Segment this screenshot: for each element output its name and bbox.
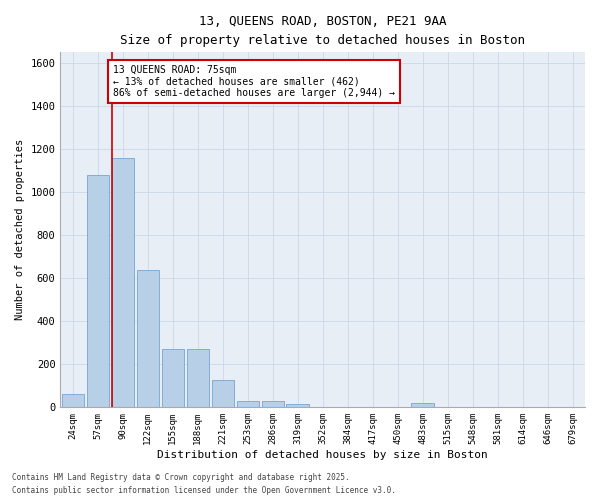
Bar (112, 158, 134, 408)
Text: Contains HM Land Registry data © Crown copyright and database right 2025.
Contai: Contains HM Land Registry data © Crown c… (12, 474, 396, 495)
Bar (86, 175, 109, 408)
Bar (187, 349, 209, 408)
Bar (412, 403, 434, 407)
X-axis label: Distribution of detached houses by size in Boston: Distribution of detached houses by size … (157, 450, 488, 460)
Bar (137, 270, 159, 407)
Bar (212, 380, 234, 407)
Bar (236, 401, 259, 407)
Text: 13 QUEENS ROAD: 75sqm
← 13% of detached houses are smaller (462)
86% of semi-det: 13 QUEENS ROAD: 75sqm ← 13% of detached … (113, 65, 395, 98)
Bar (262, 401, 284, 407)
Bar (62, 394, 84, 407)
Bar (286, 404, 309, 407)
Title: 13, QUEENS ROAD, BOSTON, PE21 9AA
Size of property relative to detached houses i: 13, QUEENS ROAD, BOSTON, PE21 9AA Size o… (120, 15, 525, 47)
Bar (161, 349, 184, 408)
Y-axis label: Number of detached properties: Number of detached properties (15, 139, 25, 320)
